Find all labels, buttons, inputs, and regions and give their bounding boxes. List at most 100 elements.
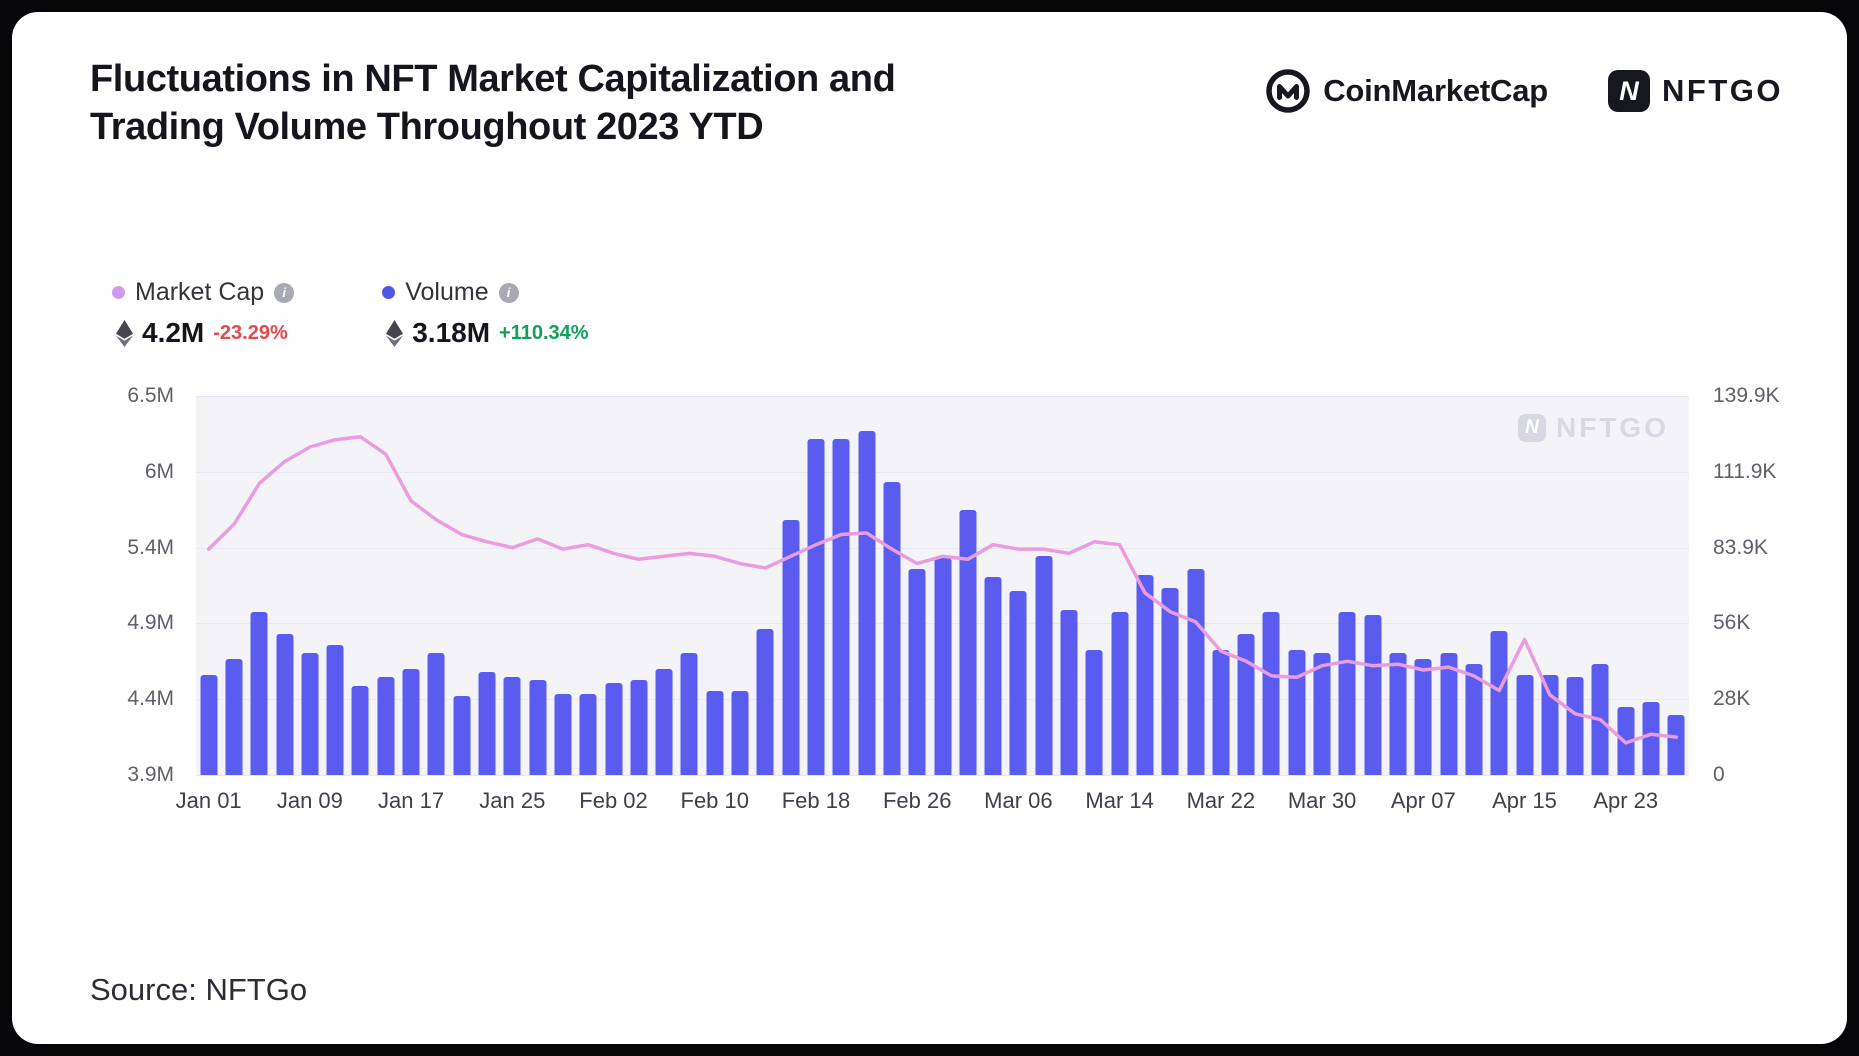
volume-bar[interactable] xyxy=(200,674,218,775)
volume-bar[interactable] xyxy=(1465,663,1483,775)
x-axis-tick-label: Apr 23 xyxy=(1593,788,1659,813)
legend-item-volume[interactable]: Volume i xyxy=(382,278,588,307)
nftgo-watermark-icon: N xyxy=(1518,414,1546,442)
volume-bar[interactable] xyxy=(1237,634,1255,775)
volume-bar[interactable] xyxy=(1288,650,1306,775)
volume-bar[interactable] xyxy=(1389,653,1407,775)
grid-line xyxy=(196,471,1689,473)
volume-bar[interactable] xyxy=(959,509,977,775)
volume-bar[interactable] xyxy=(453,696,471,775)
market-cap-dot xyxy=(112,286,125,299)
volume-bar[interactable] xyxy=(1642,701,1660,775)
volume-bar[interactable] xyxy=(706,691,724,775)
volume-bar[interactable] xyxy=(351,685,369,775)
market-cap-line xyxy=(206,435,1679,745)
page-title: Fluctuations in NFT Market Capitalizatio… xyxy=(90,56,896,152)
info-icon[interactable]: i xyxy=(498,282,519,303)
volume-bar[interactable] xyxy=(250,612,268,775)
volume-bar[interactable] xyxy=(1035,555,1053,775)
info-icon[interactable]: i xyxy=(274,282,295,303)
volume-change: +110.34% xyxy=(499,321,589,344)
plot-area: N NFTGO xyxy=(196,396,1689,776)
x-axis-tick-label: Jan 09 xyxy=(276,788,343,813)
source-caption: Source: NFTGo xyxy=(90,972,308,1007)
x-axis-tick-label: Jan 25 xyxy=(479,788,546,813)
volume-value-row: 3.18M +110.34% xyxy=(382,317,589,349)
volume-bar[interactable] xyxy=(934,558,951,775)
axis-tick-label: 83.9K xyxy=(1713,535,1768,559)
volume-bar[interactable] xyxy=(276,634,294,775)
volume-bar[interactable] xyxy=(377,677,395,775)
volume-bar[interactable] xyxy=(1009,590,1027,775)
volume-bar[interactable] xyxy=(883,482,901,775)
volume-bar[interactable] xyxy=(1364,615,1382,775)
volume-bar[interactable] xyxy=(731,691,749,775)
coinmarketcap-logo: CoinMarketCap xyxy=(1265,68,1548,114)
title-line-1: Fluctuations in NFT Market Capitalizatio… xyxy=(90,58,896,100)
volume-bar[interactable] xyxy=(605,682,623,775)
volume-bar[interactable] xyxy=(402,669,420,775)
x-axis-tick-label: Apr 15 xyxy=(1492,788,1557,813)
axis-tick-label: 4.4M xyxy=(127,687,174,711)
volume-bar[interactable] xyxy=(984,577,1002,775)
chart-area: 6.5M 6M 5.4M 4.9M 4.4M 3.9M N NFTGO 139.9K 111… xyxy=(40,384,1825,836)
volume-bar[interactable] xyxy=(326,644,344,775)
nftgo-wordmark: NFTGO xyxy=(1662,73,1783,108)
legend-col-volume: Volume i 3.18M +110.34% xyxy=(382,278,589,349)
nftgo-watermark: N NFTGO xyxy=(1518,412,1669,444)
x-axis-tick-label: Jan 01 xyxy=(175,788,242,813)
volume-bar[interactable] xyxy=(1566,677,1584,775)
volume-bar[interactable] xyxy=(1414,658,1432,775)
volume-bar[interactable] xyxy=(1136,574,1154,775)
volume-bar[interactable] xyxy=(1161,588,1179,775)
x-axis: Jan 01 Jan 09 Jan 17 Jan 25 Feb 02 Feb 10 Feb … xyxy=(176,788,1689,818)
volume-bar[interactable] xyxy=(1516,674,1534,775)
x-axis-tick-label: Mar 06 xyxy=(984,788,1053,813)
eth-icon xyxy=(116,319,133,347)
volume-bar[interactable] xyxy=(579,693,597,775)
volume-dot xyxy=(382,286,396,299)
volume-bar[interactable] xyxy=(478,672,496,775)
volume-bar[interactable] xyxy=(1667,715,1685,775)
legend-item-market-cap[interactable]: Market Cap i xyxy=(112,278,295,307)
axis-tick-label: 0 xyxy=(1713,763,1725,786)
volume-bar[interactable] xyxy=(1440,653,1458,775)
volume-bar[interactable] xyxy=(630,680,648,775)
volume-bar[interactable] xyxy=(529,680,547,775)
volume-bar[interactable] xyxy=(503,677,521,775)
volume-bar[interactable] xyxy=(908,569,926,775)
volume-bar[interactable] xyxy=(554,693,572,775)
axis-tick-label: 6M xyxy=(144,459,174,483)
axis-tick-label: 6.5M xyxy=(127,384,174,407)
title-line-2: Trading Volume Throughout 2023 YTD xyxy=(90,105,764,148)
volume-bar[interactable] xyxy=(832,439,850,775)
volume-bar[interactable] xyxy=(301,653,319,775)
volume-bar[interactable] xyxy=(225,658,243,775)
volume-bar[interactable] xyxy=(1060,609,1078,775)
volume-bar[interactable] xyxy=(756,628,774,775)
volume-bar[interactable] xyxy=(1085,650,1103,775)
volume-bar[interactable] xyxy=(655,669,673,775)
market-cap-value-row: 4.2M -23.29% xyxy=(112,317,294,349)
x-axis-tick-label: Feb 18 xyxy=(781,788,851,813)
volume-bars xyxy=(196,396,1689,775)
volume-bar[interactable] xyxy=(807,439,825,775)
axis-tick-label: 139.9K xyxy=(1713,384,1780,407)
axis-tick-label: 56K xyxy=(1713,611,1751,635)
x-axis-tick-label: Feb 02 xyxy=(579,788,648,813)
volume-bar[interactable] xyxy=(1313,653,1331,775)
x-axis-tick-label: Jan 17 xyxy=(378,788,445,813)
volume-bar[interactable] xyxy=(1111,612,1129,775)
volume-label: Volume xyxy=(405,278,489,306)
volume-bar[interactable] xyxy=(1212,650,1230,775)
volume-bar[interactable] xyxy=(680,653,698,775)
volume-bar[interactable] xyxy=(858,430,876,775)
volume-bar[interactable] xyxy=(1262,612,1280,775)
coinmarketcap-wordmark: CoinMarketCap xyxy=(1323,73,1548,108)
volume-bar[interactable] xyxy=(782,520,800,775)
volume-bar[interactable] xyxy=(1490,631,1508,775)
volume-bar[interactable] xyxy=(427,653,445,775)
volume-bar[interactable] xyxy=(1338,612,1356,775)
market-cap-value: 4.2M xyxy=(142,317,205,348)
brand-logos: CoinMarketCap N NFTGO xyxy=(1265,68,1783,114)
